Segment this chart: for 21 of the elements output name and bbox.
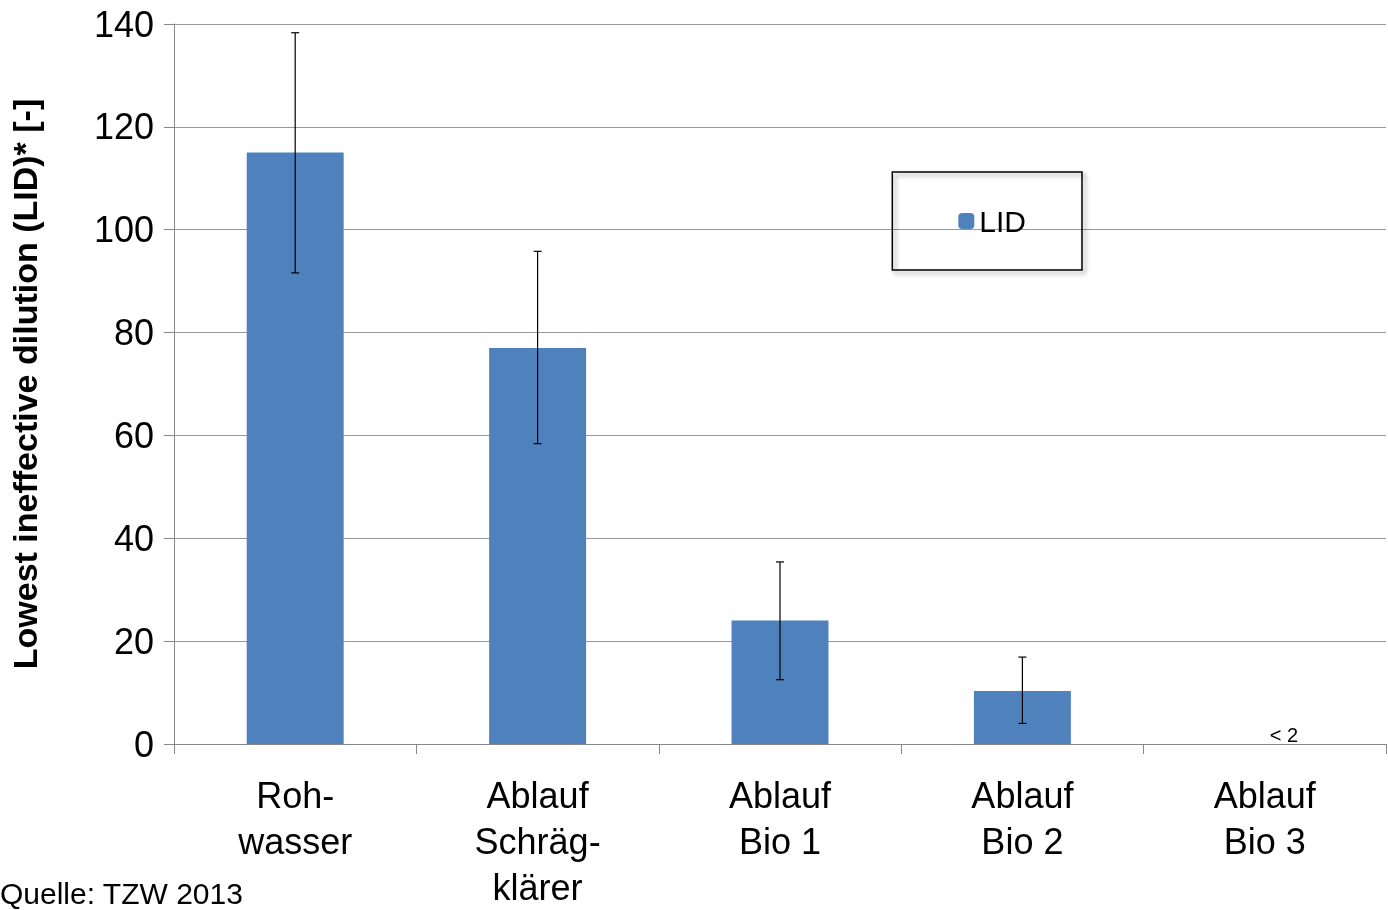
bar (731, 620, 829, 744)
bar (973, 691, 1071, 744)
y-tick-label: 40 (113, 517, 154, 559)
y-tick-label: 0 (133, 723, 154, 765)
y-tick-label: 80 (113, 312, 154, 354)
source-note: Quelle: TZW 2013 (0, 876, 243, 910)
annotation: < 2 (1269, 724, 1298, 746)
x-tick-label: Roh- wasser (237, 774, 353, 862)
y-tick-label: 60 (113, 414, 154, 456)
bar (489, 348, 587, 744)
x-tick-label: Ablauf Bio 1 (728, 774, 833, 862)
y-tick-label: 100 (93, 209, 154, 251)
x-tick-label: Ablauf Bio 2 (971, 774, 1075, 862)
x-tick-label: Ablauf Schräg- klärer (474, 774, 601, 908)
y-tick-label: 120 (93, 106, 154, 148)
legend-label: LID (979, 204, 1026, 238)
y-tick-label: 20 (113, 620, 154, 662)
y-tick-label: 140 (93, 3, 154, 45)
x-tick-label: Ablauf Bio 3 (1213, 774, 1317, 862)
y-axis-title: Lowest ineffective dilution (LID)* [-] (6, 98, 44, 670)
bar (246, 152, 344, 744)
